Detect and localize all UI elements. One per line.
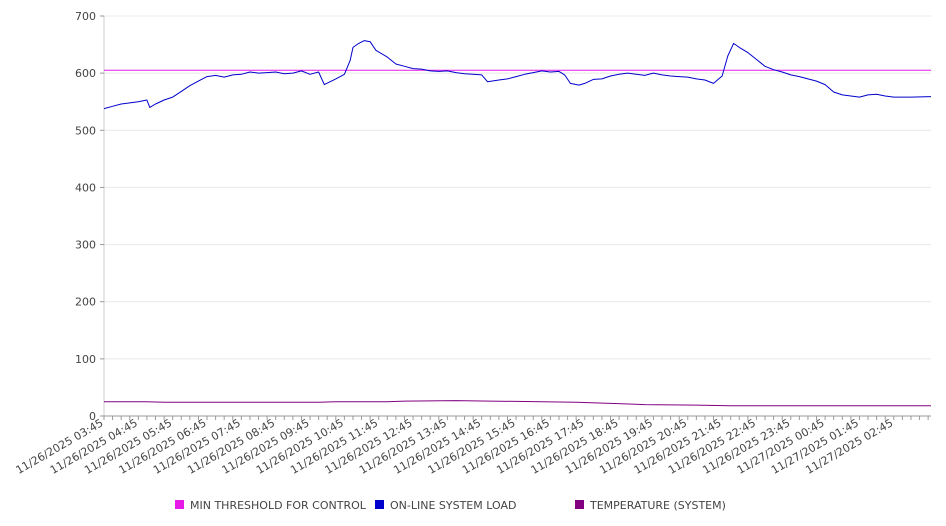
y-tick-label: 200 xyxy=(75,296,96,309)
y-tick-label: 600 xyxy=(75,67,96,80)
series-lines xyxy=(103,40,932,407)
legend-swatch xyxy=(175,500,184,509)
legend: MIN THRESHOLD FOR CONTROL ON-LINE SYSTEM … xyxy=(175,499,726,512)
y-tick-label: 0 xyxy=(89,410,96,423)
legend-label: TEMPERATURE (SYSTEM) xyxy=(589,499,726,512)
y-tick-label: 300 xyxy=(75,239,96,252)
y-axis-ticks: 0 100 200 300 400 500 600 700 xyxy=(75,10,104,423)
grid-lines xyxy=(104,15,931,360)
legend-swatch xyxy=(375,500,384,509)
y-tick-label: 500 xyxy=(75,124,96,137)
legend-swatch xyxy=(575,500,584,509)
legend-label: MIN THRESHOLD FOR CONTROL xyxy=(190,499,367,512)
series-line-2 xyxy=(103,40,932,110)
legend-label: ON-LINE SYSTEM LOAD xyxy=(390,499,516,512)
y-tick-label: 700 xyxy=(75,10,96,23)
y-tick-label: 100 xyxy=(75,353,96,366)
y-tick-label: 400 xyxy=(75,181,96,194)
series-line-3 xyxy=(104,400,931,407)
